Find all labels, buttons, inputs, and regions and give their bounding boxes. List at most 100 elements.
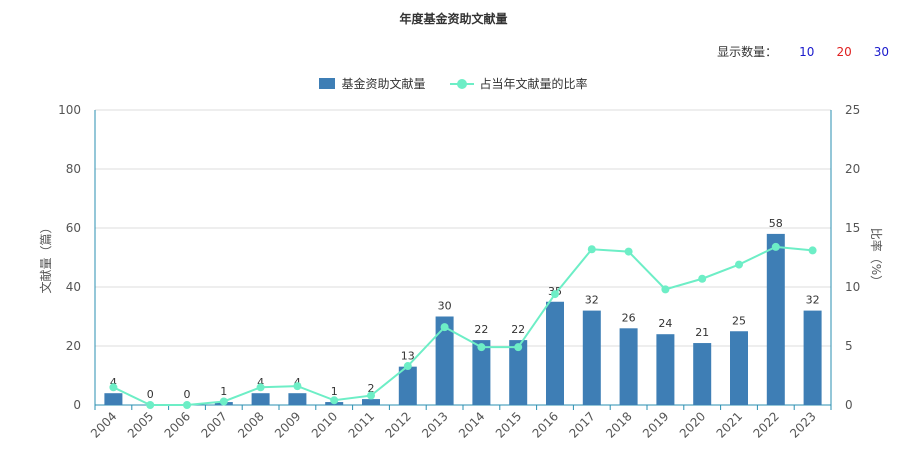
bar [582,310,601,405]
y-right-tick-label: 15 [845,221,860,235]
y-left-tick-label: 0 [73,398,81,412]
x-tick-label: 2017 [566,409,597,440]
bar-value-label: 25 [732,314,746,327]
y-right-tick-label: 25 [845,103,860,117]
x-tick-label: 2010 [309,409,340,440]
x-tick-label: 2005 [125,409,156,440]
bar [693,343,712,405]
y-right-tick-label: 10 [845,280,860,294]
bar-value-label: 32 [806,294,820,307]
bar [730,331,748,405]
legend-bar-label: 基金资助文献量 [341,77,426,91]
display-count-label: 显示数量： [717,45,778,59]
bar [288,393,307,405]
bar-value-label: 26 [622,311,636,324]
legend-item-bar[interactable]: 基金资助文献量 [319,75,426,92]
rate-line [112,245,813,406]
legend-line-label: 占当年文献量的比率 [479,77,588,91]
bar-value-label: 21 [695,326,709,339]
bar [362,399,380,405]
legend-bar-swatch [319,78,336,89]
bar-value-label: 0 [147,388,154,401]
x-tick-label: 2023 [787,409,818,440]
x-tick-label: 2016 [530,409,561,440]
rate-point [551,290,559,299]
bar [619,328,638,405]
x-tick-label: 2021 [714,409,745,440]
bar-value-label: 2 [368,382,375,395]
chart-title: 年度基金资助文献量 [399,12,508,26]
rate-point [146,401,155,409]
x-tick-label: 2012 [382,409,413,440]
x-tick-label: 2015 [493,409,524,440]
rate-point [808,246,817,255]
y-left-tick-label: 80 [66,162,81,176]
rate-point [477,343,486,352]
rate-point [367,391,375,400]
bar-value-label: 4 [110,376,117,389]
y-left-tick-label: 20 [66,339,81,353]
y-left-tick-label: 60 [66,221,81,235]
rate-point [403,362,412,371]
x-tick-label: 2011 [346,409,377,440]
legend-item-line[interactable]: 占当年文献量的比率 [449,75,588,92]
bar [766,233,785,405]
x-tick-label: 2019 [640,409,671,440]
rate-point [735,260,743,269]
bar-value-label: 4 [257,376,264,389]
legend-line-swatch [449,78,474,89]
bar [398,366,417,405]
bar [472,340,491,405]
rate-point [219,397,228,406]
rate-point [698,274,707,283]
bar-value-label: 58 [769,217,783,230]
bar [546,301,564,405]
rate-point [514,343,523,352]
y-right-tick-label: 0 [845,398,853,412]
rate-point [256,383,265,392]
display-count-selector: 显示数量： 10 20 30 [717,43,889,60]
x-tick-label: 2004 [88,409,119,440]
y-right-tick-label: 5 [845,339,853,353]
bar-value-label: 32 [585,294,599,307]
display-count-option-20[interactable]: 20 [836,44,852,59]
y-left-tick-label: 40 [66,280,81,294]
rate-point [293,382,302,391]
y-left-tick-label: 100 [58,103,81,117]
bar-value-label: 0 [184,388,191,401]
display-count-option-30[interactable]: 30 [873,44,889,59]
bar-value-label: 24 [658,317,672,330]
bar [104,393,123,405]
rate-point [109,383,118,392]
bar-value-label: 13 [401,350,415,363]
x-tick-label: 2006 [162,409,193,440]
rate-point [440,323,449,332]
y-right-tick-label: 20 [845,162,860,176]
x-tick-label: 2022 [750,409,781,440]
rate-point [587,245,596,254]
bar-value-label: 1 [331,385,338,398]
rate-point [183,401,191,409]
bar-value-label: 22 [511,323,525,336]
bar [509,340,528,405]
bar [251,393,270,405]
rate-point [771,242,780,251]
display-count-option-10[interactable]: 10 [799,44,815,59]
x-tick-label: 2008 [235,409,266,440]
x-tick-label: 2009 [272,409,303,440]
bar [656,334,675,405]
x-tick-label: 2014 [456,409,487,440]
bar [435,316,454,405]
x-tick-label: 2020 [677,409,708,440]
y-right-axis-title: 比率（%） [869,228,884,287]
bar-value-label: 30 [438,300,452,313]
x-tick-label: 2013 [419,409,450,440]
bar-value-label: 22 [474,323,488,336]
x-tick-label: 2007 [198,409,229,440]
x-tick-label: 2018 [603,409,634,440]
bar [803,310,822,405]
rate-point [624,247,633,256]
chart-legend: 基金资助文献量 占当年文献量的比率 [0,75,907,92]
y-left-axis-title: 文献量（篇） [38,221,53,293]
